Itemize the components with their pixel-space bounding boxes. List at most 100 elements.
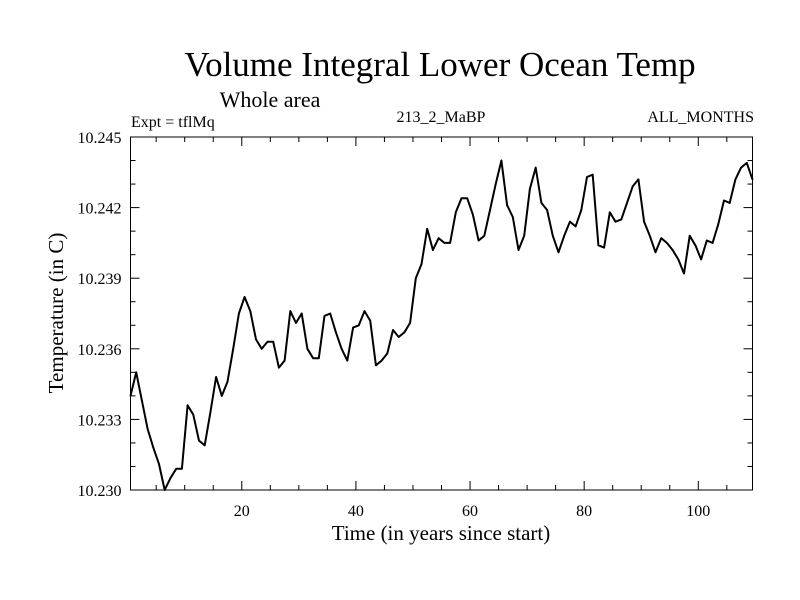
- data-point: [711, 242, 714, 244]
- data-point: [426, 228, 429, 230]
- data-point: [312, 357, 314, 360]
- data-point: [449, 242, 451, 244]
- data-point: [335, 331, 337, 334]
- data-point: [323, 315, 326, 317]
- y-tick-label: 10.236: [78, 342, 122, 359]
- data-point: [198, 439, 200, 442]
- data-point: [631, 185, 634, 188]
- x-tick-label: 20: [234, 503, 250, 520]
- data-point: [295, 322, 297, 324]
- data-point: [688, 235, 691, 237]
- data-point: [289, 310, 292, 312]
- data-point: [466, 197, 469, 199]
- data-point: [306, 348, 309, 350]
- data-point: [580, 209, 583, 211]
- x-axis-label: Time (in years since start): [332, 521, 551, 545]
- data-point: [477, 239, 480, 242]
- data-point: [552, 235, 554, 237]
- data-point: [694, 244, 697, 247]
- data-point: [409, 322, 411, 324]
- data-point: [403, 331, 406, 334]
- data-point: [232, 348, 234, 350]
- data-point: [603, 246, 605, 249]
- data-point: [455, 211, 457, 214]
- data-point: [215, 376, 217, 378]
- data-point: [723, 199, 725, 202]
- data-point: [392, 329, 394, 331]
- data-point: [700, 258, 702, 261]
- data-point: [272, 340, 275, 343]
- data-point: [358, 324, 360, 327]
- y-tick-label: 10.239: [78, 271, 122, 288]
- data-point: [728, 202, 731, 204]
- data-point: [420, 263, 423, 265]
- data-point: [683, 272, 685, 275]
- data-point: [637, 178, 640, 181]
- data-point: [591, 173, 594, 176]
- data-point: [597, 244, 600, 247]
- data-point: [329, 312, 332, 315]
- data-point: [563, 235, 565, 237]
- data-point: [677, 258, 680, 261]
- axis-ticks: [130, 137, 753, 490]
- data-point: [483, 235, 486, 237]
- data-point: [671, 249, 674, 251]
- data-point: [192, 413, 195, 416]
- data-point: [169, 477, 172, 480]
- data-point: [643, 220, 645, 223]
- data-point: [181, 468, 183, 470]
- data-point: [375, 364, 377, 367]
- data-point: [152, 446, 155, 449]
- data-point: [158, 463, 160, 465]
- data-point: [746, 162, 748, 164]
- y-tick-labels: 10.230 10.233 10.236 10.239 10.242 10.245: [78, 130, 122, 500]
- data-point: [546, 209, 548, 211]
- data-point: [318, 357, 320, 360]
- data-point: [557, 251, 560, 254]
- data-point: [512, 216, 514, 218]
- data-point: [666, 242, 668, 244]
- data-point: [243, 296, 246, 298]
- data-point: [135, 371, 137, 374]
- data-point: [363, 310, 366, 312]
- data-point: [238, 312, 240, 315]
- data-point: [540, 202, 543, 204]
- data-point: [523, 235, 525, 237]
- data-point: [380, 359, 383, 362]
- data-point: [437, 237, 440, 239]
- data-point: [626, 202, 628, 204]
- data-point: [717, 223, 720, 225]
- data-point: [432, 249, 434, 251]
- data-point: [569, 220, 571, 223]
- data-point: [249, 310, 252, 312]
- data-point: [649, 235, 651, 237]
- chart-subtitle: Whole area: [220, 87, 321, 112]
- data-point: [529, 188, 531, 190]
- y-tick-label: 10.245: [78, 130, 122, 147]
- data-point: [186, 404, 189, 407]
- x-tick-labels: 20 40 60 80 100: [234, 503, 711, 520]
- y-axis-label: Temperature (in C): [44, 233, 68, 394]
- data-point: [460, 197, 463, 199]
- data-point: [614, 220, 617, 223]
- data-point: [660, 237, 662, 239]
- data-point: [226, 380, 229, 383]
- data-point: [203, 444, 206, 447]
- data-point: [517, 249, 520, 251]
- data-point: [506, 204, 508, 206]
- months-label: ALL_MONTHS: [647, 109, 754, 126]
- data-point: [300, 312, 303, 315]
- data-point: [209, 411, 212, 414]
- data-point: [278, 366, 280, 369]
- data-point: [141, 399, 143, 402]
- y-tick-label: 10.230: [78, 483, 122, 500]
- chart-title: Volume Integral Lower Ocean Temp: [184, 45, 695, 84]
- data-point: [500, 159, 503, 162]
- data-points: [129, 159, 754, 491]
- x-tick-label: 80: [576, 503, 592, 520]
- data-point: [266, 340, 269, 343]
- data-line: [129, 159, 754, 491]
- data-point: [734, 178, 737, 181]
- y-tick-label: 10.233: [78, 412, 122, 429]
- data-point: [740, 166, 742, 169]
